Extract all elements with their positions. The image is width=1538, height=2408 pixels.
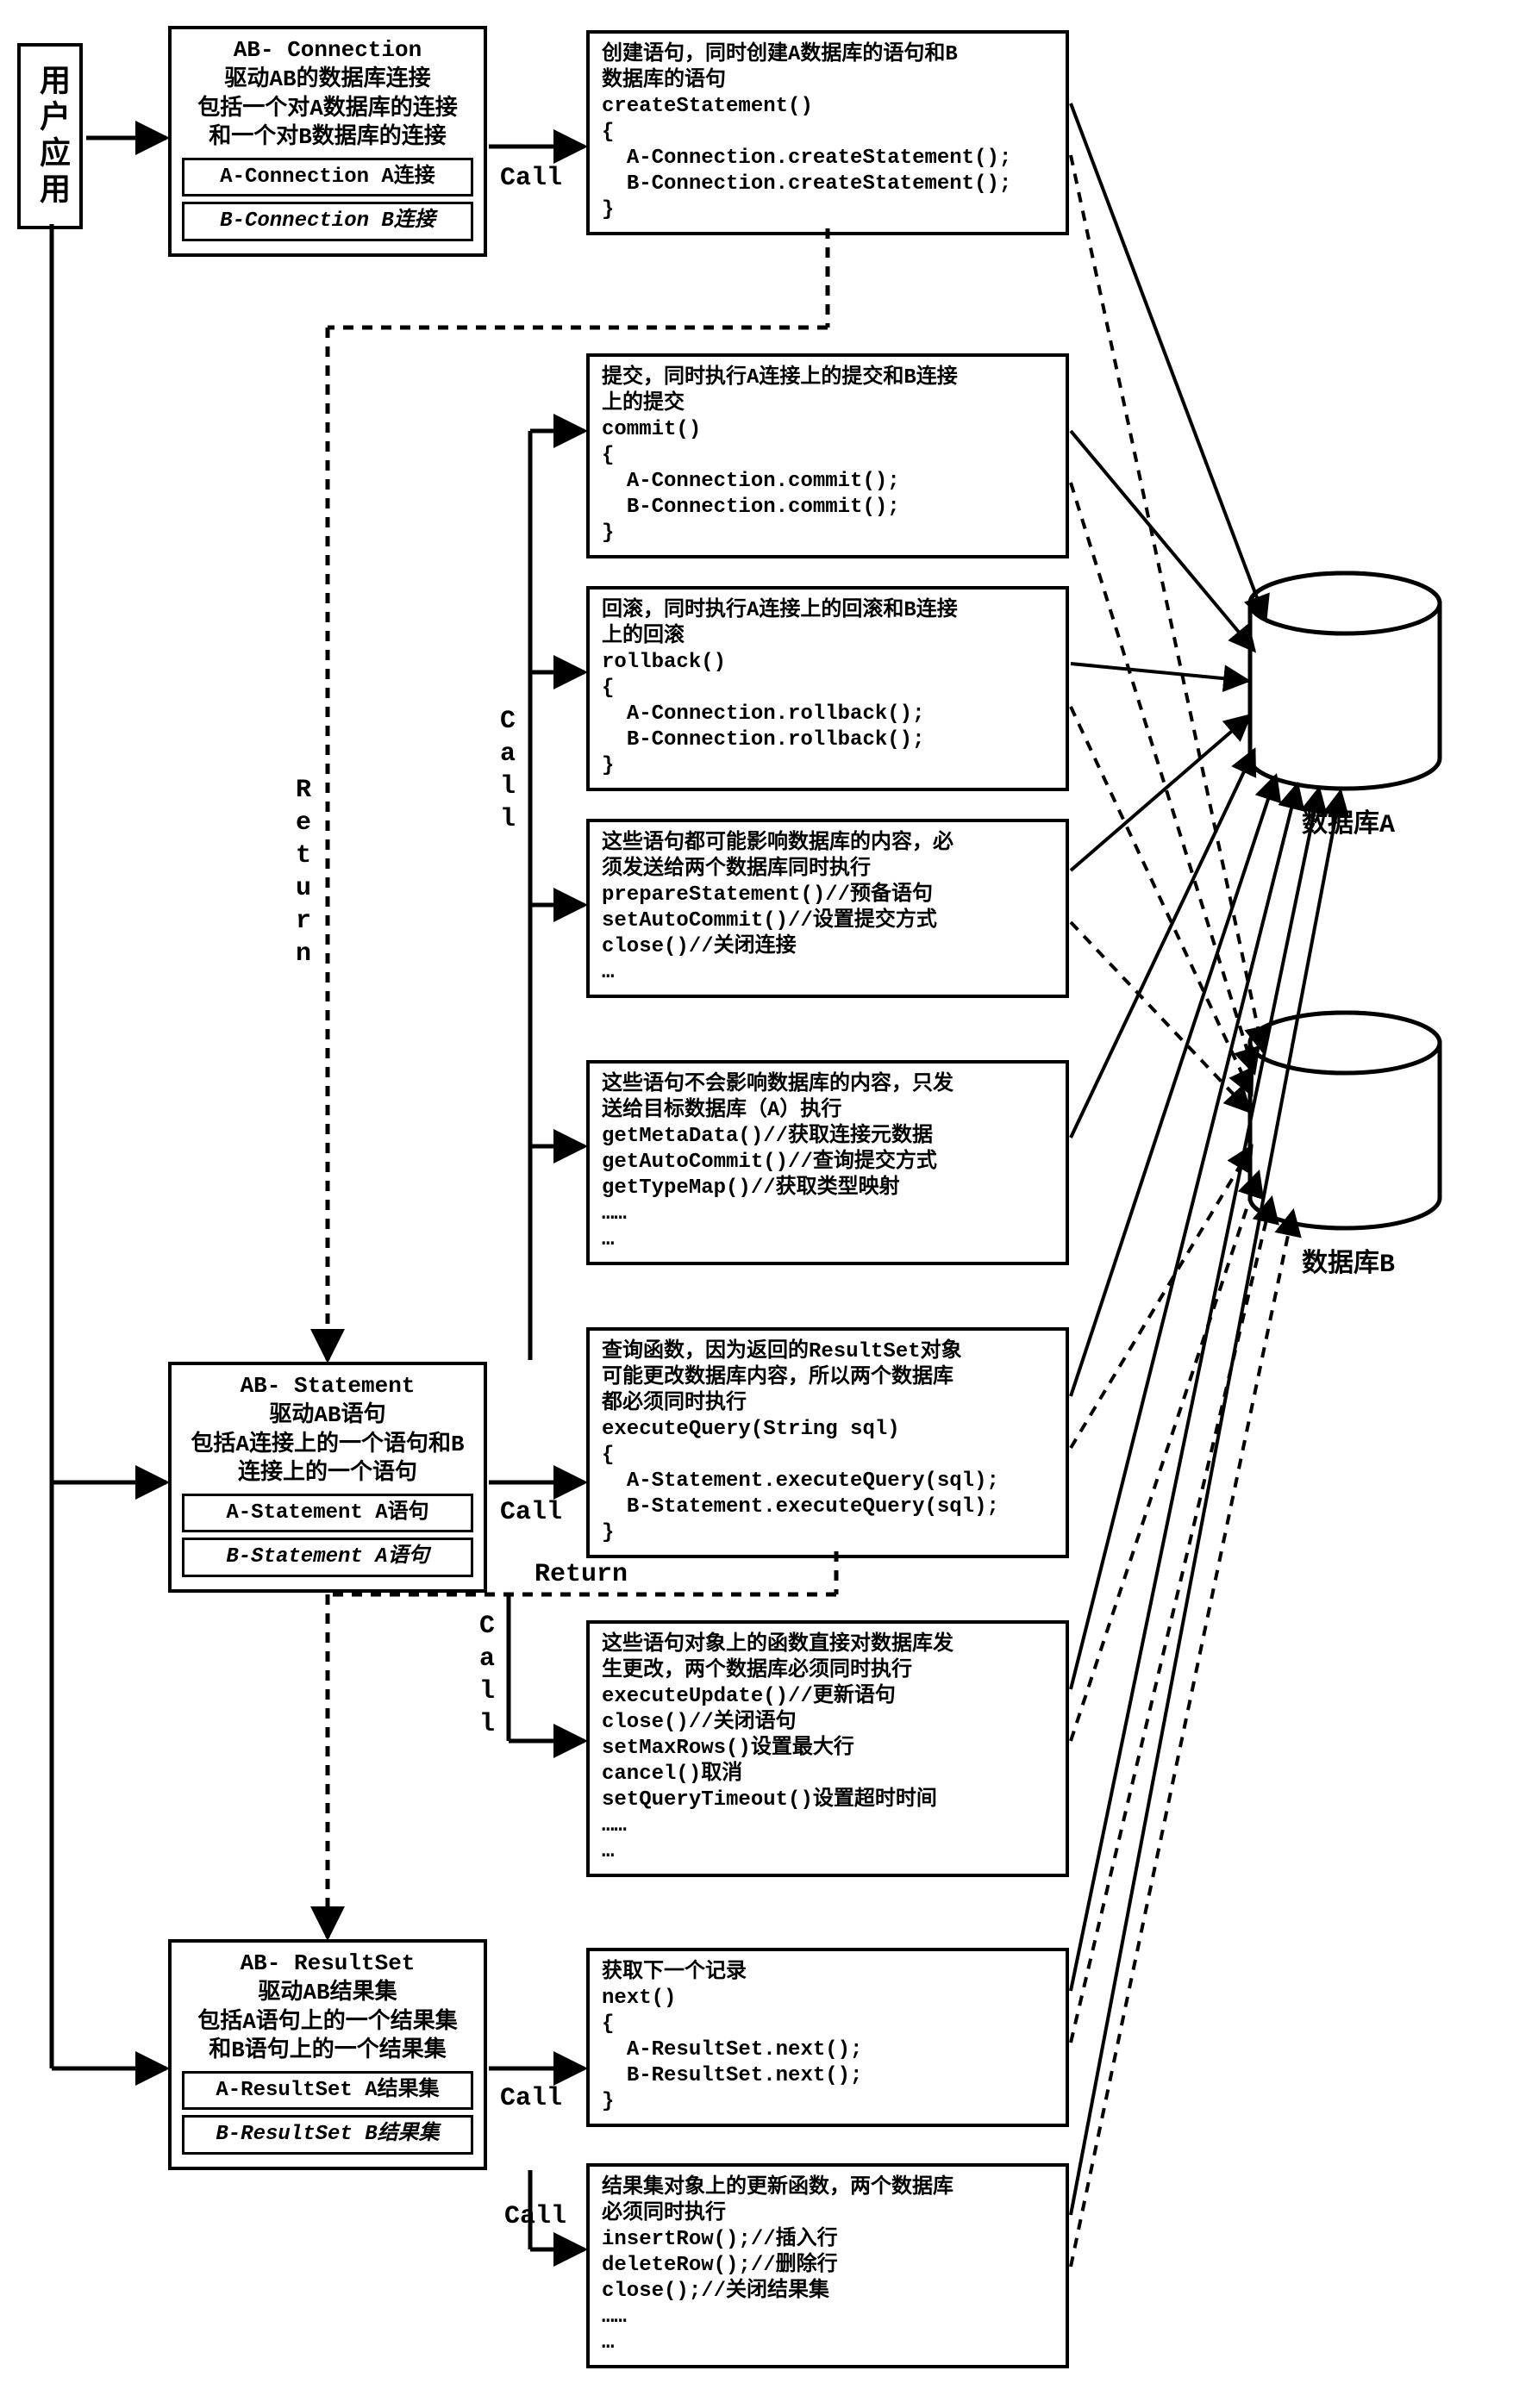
a-connection-inner: A-Connection A连接 <box>182 158 473 197</box>
ab-connection-line1: 驱动AB的数据库连接 <box>182 66 473 95</box>
call-label-2: Call <box>493 707 522 838</box>
commit-code-box: 提交，同时执行A连接上的提交和B连接 上的提交 commit() { A-Con… <box>586 353 1069 558</box>
ab-statement-box: AB- Statement 驱动AB语句 包括A连接上的一个语句和B 连接上的一… <box>168 1362 487 1593</box>
call-label-4: Call <box>472 1612 502 1743</box>
ab-statement-line1: 驱动AB语句 <box>182 1401 473 1431</box>
b-connection-inner: B-Connection B连接 <box>182 202 473 240</box>
b-resultset-inner: B-ResultSet B结果集 <box>182 2115 473 2154</box>
call-label-6: Call <box>504 2202 566 2231</box>
return-label-1: Return <box>289 776 318 972</box>
ab-resultset-line1: 驱动AB结果集 <box>182 1979 473 2008</box>
call-label-5: Call <box>500 2084 562 2113</box>
ab-statement-title: AB- Statement <box>182 1372 473 1401</box>
database-b-icon <box>1250 1013 1440 1228</box>
database-b-label: 数据库B <box>1302 1241 1395 1280</box>
user-app-box: 用户应用 <box>17 43 83 229</box>
connection-modify-code-box: 这些语句都可能影响数据库的内容，必 须发送给两个数据库同时执行 prepareS… <box>586 819 1069 998</box>
next-code-box: 获取下一个记录 next() { A-ResultSet.next(); B-R… <box>586 1948 1069 2127</box>
b-statement-inner: B-Statement A语句 <box>182 1538 473 1576</box>
user-app-label: 用户应用 <box>33 64 68 209</box>
ab-resultset-box: AB- ResultSet 驱动AB结果集 包括A语句上的一个结果集 和B语句上… <box>168 1939 487 2170</box>
resultset-update-code-box: 结果集对象上的更新函数，两个数据库 必须同时执行 insertRow();//插… <box>586 2163 1069 2368</box>
rollback-code-box: 回滚，同时执行A连接上的回滚和B连接 上的回滚 rollback() { A-C… <box>586 586 1069 791</box>
executequery-code-box: 查询函数，因为返回的ResultSet对象 可能更改数据库内容，所以两个数据库 … <box>586 1327 1069 1558</box>
call-label-3: Call <box>500 1498 562 1527</box>
statement-modify-code-box: 这些语句对象上的函数直接对数据库发 生更改，两个数据库必须同时执行 execut… <box>586 1620 1069 1877</box>
return-label-2: Return <box>535 1560 628 1589</box>
ab-connection-box: AB- Connection 驱动AB的数据库连接 包括一个对A数据库的连接 和… <box>168 26 487 257</box>
a-statement-inner: A-Statement A语句 <box>182 1494 473 1532</box>
ab-statement-line3: 连接上的一个语句 <box>182 1459 473 1488</box>
database-a-label: 数据库A <box>1302 802 1395 840</box>
ab-resultset-title: AB- ResultSet <box>182 1949 473 1979</box>
connection-readonly-code-box: 这些语句不会影响数据库的内容，只发 送给目标数据库（A）执行 getMetaDa… <box>586 1060 1069 1265</box>
call-label-1: Call <box>500 164 562 193</box>
ab-resultset-line3: 和B语句上的一个结果集 <box>182 2037 473 2066</box>
ab-connection-line2: 包括一个对A数据库的连接 <box>182 95 473 124</box>
ab-connection-title: AB- Connection <box>182 36 473 66</box>
ab-resultset-line2: 包括A语句上的一个结果集 <box>182 2008 473 2037</box>
database-a-icon <box>1250 573 1440 789</box>
ab-statement-line2: 包括A连接上的一个语句和B <box>182 1431 473 1460</box>
a-resultset-inner: A-ResultSet A结果集 <box>182 2071 473 2110</box>
createstatement-code-box: 创建语句，同时创建A数据库的语句和B 数据库的语句 createStatemen… <box>586 30 1069 235</box>
ab-connection-line3: 和一个对B数据库的连接 <box>182 123 473 153</box>
